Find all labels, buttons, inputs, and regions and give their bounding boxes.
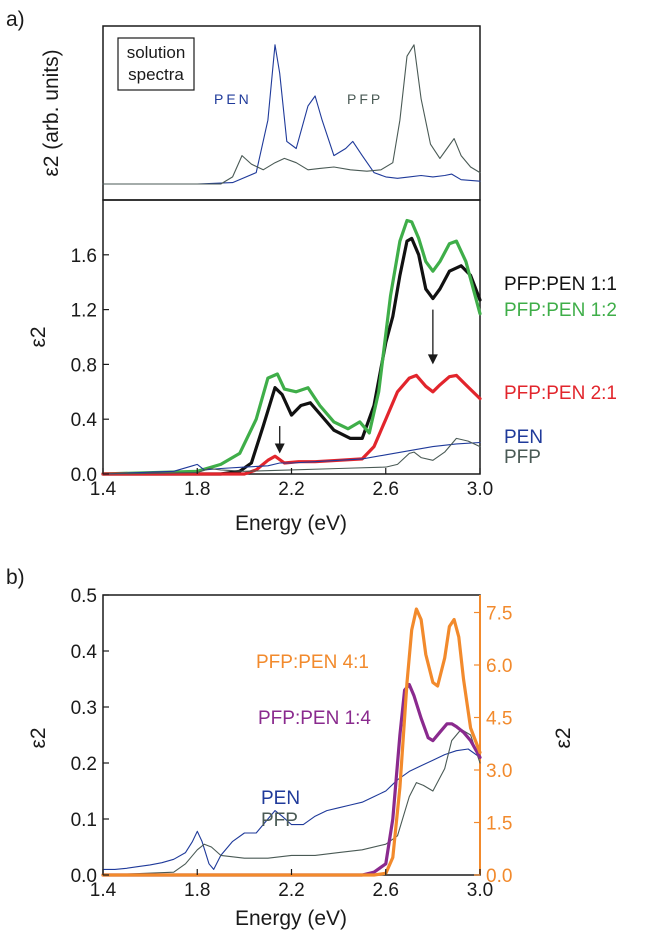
label-pfp-pen-2-1: PFP:PEN 2:1	[504, 383, 617, 404]
panel-b-y-right-tick-label-3: 4.5	[486, 709, 512, 730]
panel-a-y-tick-label-3: 1.2	[71, 301, 97, 322]
panel-b-y-right-tick-label-2: 3.0	[486, 761, 512, 782]
panel-b-y-right-tick-label-1: 1.5	[486, 814, 512, 835]
arrow-0-head	[274, 443, 285, 454]
panel-b-xlabel: Energy (eV)	[235, 907, 347, 930]
panel-a-series-pfp-pen-1-1	[101, 236, 482, 476]
panel-b-xtick-label-2: 2.2	[278, 880, 304, 901]
panel-b-y-tick-label-3: 0.3	[71, 698, 97, 719]
label-pfp-film: PFP	[504, 447, 541, 468]
solution-box-line2: spectra	[128, 65, 184, 84]
panel-a-xtick-label-2: 2.2	[278, 479, 304, 500]
panel-a-ylabel: ε2	[27, 326, 50, 347]
panel-a-series-pfp	[102, 437, 481, 475]
panel-a-top: solution spectra PEN PFP ε2 (arb. units)	[40, 25, 481, 201]
panel-label-a: a)	[6, 8, 25, 31]
panel-b-y-right-tick-label-5: 7.5	[486, 604, 512, 625]
panel-a-xtick-label-4: 3.0	[467, 479, 493, 500]
panel-b-y-tick-label-0: 0.0	[71, 866, 97, 887]
panel-b-series-labels: PFP:PEN 4:1 PFP:PEN 1:4 PEN PFP	[256, 652, 371, 831]
panel-a-top-series-pfp	[102, 44, 481, 185]
solution-box-line1: solution	[127, 43, 186, 62]
panel-b: 1.4 1.8 2.2 2.6 3.00.00.10.20.30.40.50.01.53…	[27, 586, 575, 930]
panel-a-xtick-label-3: 2.6	[373, 479, 399, 500]
panel-b-y-tick-label-1: 0.1	[71, 810, 97, 831]
panel-a-top-series-pen	[102, 44, 481, 185]
panel-a-series-labels: PFP:PEN 1:1 PFP:PEN 1:2 PFP:PEN 2:1 PEN …	[504, 274, 617, 468]
label-pfp-pen-1-4: PFP:PEN 1:4	[258, 708, 371, 729]
label-pfp-pen-1-1: PFP:PEN 1:1	[504, 274, 617, 295]
arrow-1-head	[427, 354, 438, 365]
panel-b-ylabel-right: ε2	[552, 727, 575, 748]
panel-a-y-tick-label-2: 0.8	[71, 355, 97, 376]
panel-b-series-pfp	[102, 728, 481, 876]
panel-b-y-tick-label-4: 0.4	[71, 642, 98, 663]
panel-b-y-tick-label-2: 0.2	[71, 754, 97, 775]
panel-label-b: b)	[6, 566, 25, 589]
panel-b-y-tick-label-5: 0.5	[71, 586, 97, 607]
panel-a-y-tick-label-1: 0.4	[71, 410, 98, 431]
panel-b-series-pfp-pen-4-1	[101, 607, 482, 877]
label-pen-b: PEN	[261, 788, 300, 809]
solution-spectra-box	[117, 37, 195, 91]
panel-a-series-pen	[102, 441, 481, 475]
panel-b-xtick-label-3: 2.6	[373, 880, 399, 901]
annotation-pfp-solution: PFP	[347, 91, 383, 107]
panel-a-y-tick-label-4: 1.6	[71, 246, 97, 267]
panel-b-series-pen	[102, 748, 481, 870]
label-pfp-b: PFP	[261, 810, 298, 831]
panel-a-y-tick-label-0: 0.0	[71, 465, 97, 486]
panel-a-xtick-label-0: 1.4	[90, 479, 117, 500]
panel-b-y-right-tick-label-0: 0.0	[486, 866, 512, 887]
panel-b-ylabel: ε2	[27, 727, 50, 748]
panel-b-y-right-tick-label-4: 6.0	[486, 656, 512, 677]
panel-a-bottom-frame	[102, 199, 481, 475]
label-pfp-pen-1-2: PFP:PEN 1:2	[504, 300, 617, 321]
panel-a-series-pfp-pen-1-2	[101, 218, 482, 476]
panel-a-xtick-label-1: 1.8	[184, 479, 210, 500]
panel-b-xtick-label-0: 1.4	[90, 880, 117, 901]
label-pen-film: PEN	[504, 427, 543, 448]
panel-a-series-pfp-pen-2-1	[101, 373, 482, 476]
label-pfp-pen-4-1: PFP:PEN 4:1	[256, 652, 369, 673]
panel-a-bottom: 1.4 1.8 2.2 2.6 3.0 0.0 0.4 0.8 1.2 1.6 Energy (e…	[27, 199, 617, 535]
panel-a-top-ylabel: ε2 (arb. units)	[40, 49, 63, 176]
panel-b-xtick-label-1: 1.8	[184, 880, 210, 901]
panel-b-xtick-label-4: 3.0	[467, 880, 493, 901]
annotation-pen-solution: PEN	[214, 91, 252, 107]
panel-a-xlabel: Energy (eV)	[235, 512, 347, 535]
panel-b-series-pfp-pen-1-4	[101, 682, 482, 877]
